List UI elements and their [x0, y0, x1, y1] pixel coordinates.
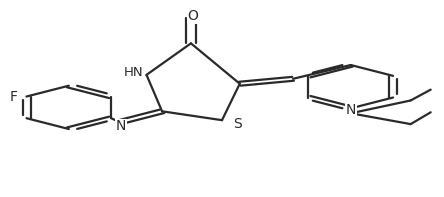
Text: N: N: [115, 119, 126, 134]
Text: HN: HN: [123, 66, 143, 79]
Text: N: N: [345, 103, 356, 117]
Text: O: O: [188, 9, 198, 23]
Text: F: F: [10, 89, 18, 104]
Text: S: S: [233, 117, 242, 131]
